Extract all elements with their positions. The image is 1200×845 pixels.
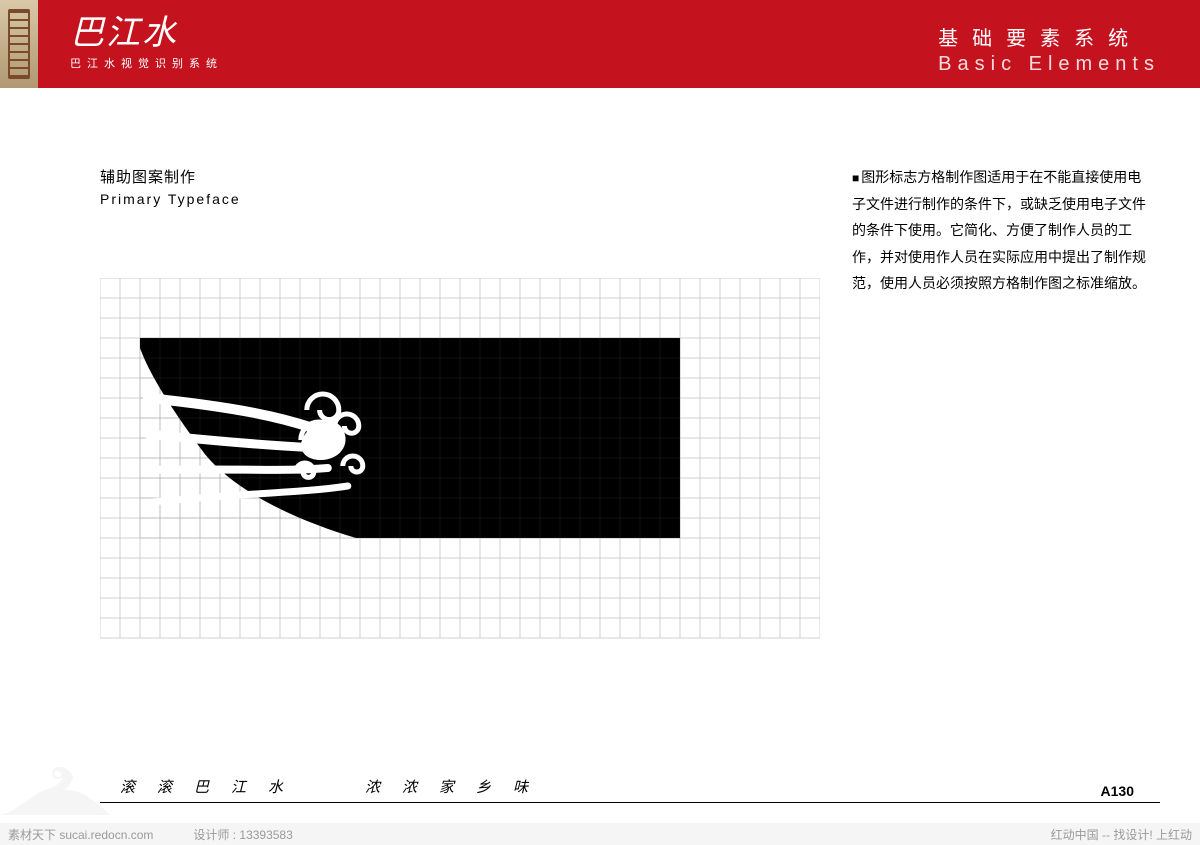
header-title-cn: 基础要素系统	[938, 22, 1160, 51]
slogan-part-b: 浓浓家乡味	[365, 780, 550, 796]
section-title-block: 辅助图案制作 Primary Typeface	[100, 166, 241, 207]
watermark-left: 素材天下 sucai.redocn.com	[8, 826, 153, 843]
footer-rule	[100, 802, 1160, 803]
lattice-frame-icon	[8, 9, 30, 79]
footer-wave-icon	[0, 755, 110, 815]
description-block: 图形标志方格制作图适用于在不能直接使用电子文件进行制作的条件下，或缺乏使用电子文…	[852, 164, 1152, 297]
section-title-cn: 辅助图案制作	[100, 166, 241, 187]
header-title-en: Basic Elements	[938, 53, 1160, 76]
footer: 滚滚巴江水 浓浓家乡味 A130	[0, 765, 1200, 815]
header-right-titles: 基础要素系统 Basic Elements	[938, 22, 1160, 76]
page-code: A130	[1095, 783, 1140, 799]
content-area: 辅助图案制作 Primary Typeface 图形标志方格制作图适用于在不能直…	[0, 88, 1200, 778]
footer-slogan: 滚滚巴江水 浓浓家乡味	[120, 776, 550, 797]
section-title-en: Primary Typeface	[100, 191, 241, 207]
header-emblem	[0, 0, 38, 88]
brand-block: 巴江水 巴江水视觉识别系统	[70, 17, 223, 71]
watermark-mid: 设计师 : 13393583	[193, 826, 292, 843]
grid-svg	[100, 278, 820, 648]
watermark-bar: 素材天下 sucai.redocn.com 设计师 : 13393583 红动中…	[0, 823, 1200, 845]
slogan-part-a: 滚滚巴江水	[120, 780, 305, 796]
header-bar: 巴江水 巴江水视觉识别系统 基础要素系统 Basic Elements	[0, 0, 1200, 88]
pattern-grid-figure	[100, 278, 820, 648]
description-text: 图形标志方格制作图适用于在不能直接使用电子文件进行制作的条件下，或缺乏使用电子文…	[852, 169, 1146, 291]
watermark-right: 红动中国 -- 找设计! 上红动	[1051, 826, 1192, 843]
brand-subtitle: 巴江水视觉识别系统	[70, 55, 223, 71]
brand-logo-text: 巴江水	[70, 17, 223, 51]
